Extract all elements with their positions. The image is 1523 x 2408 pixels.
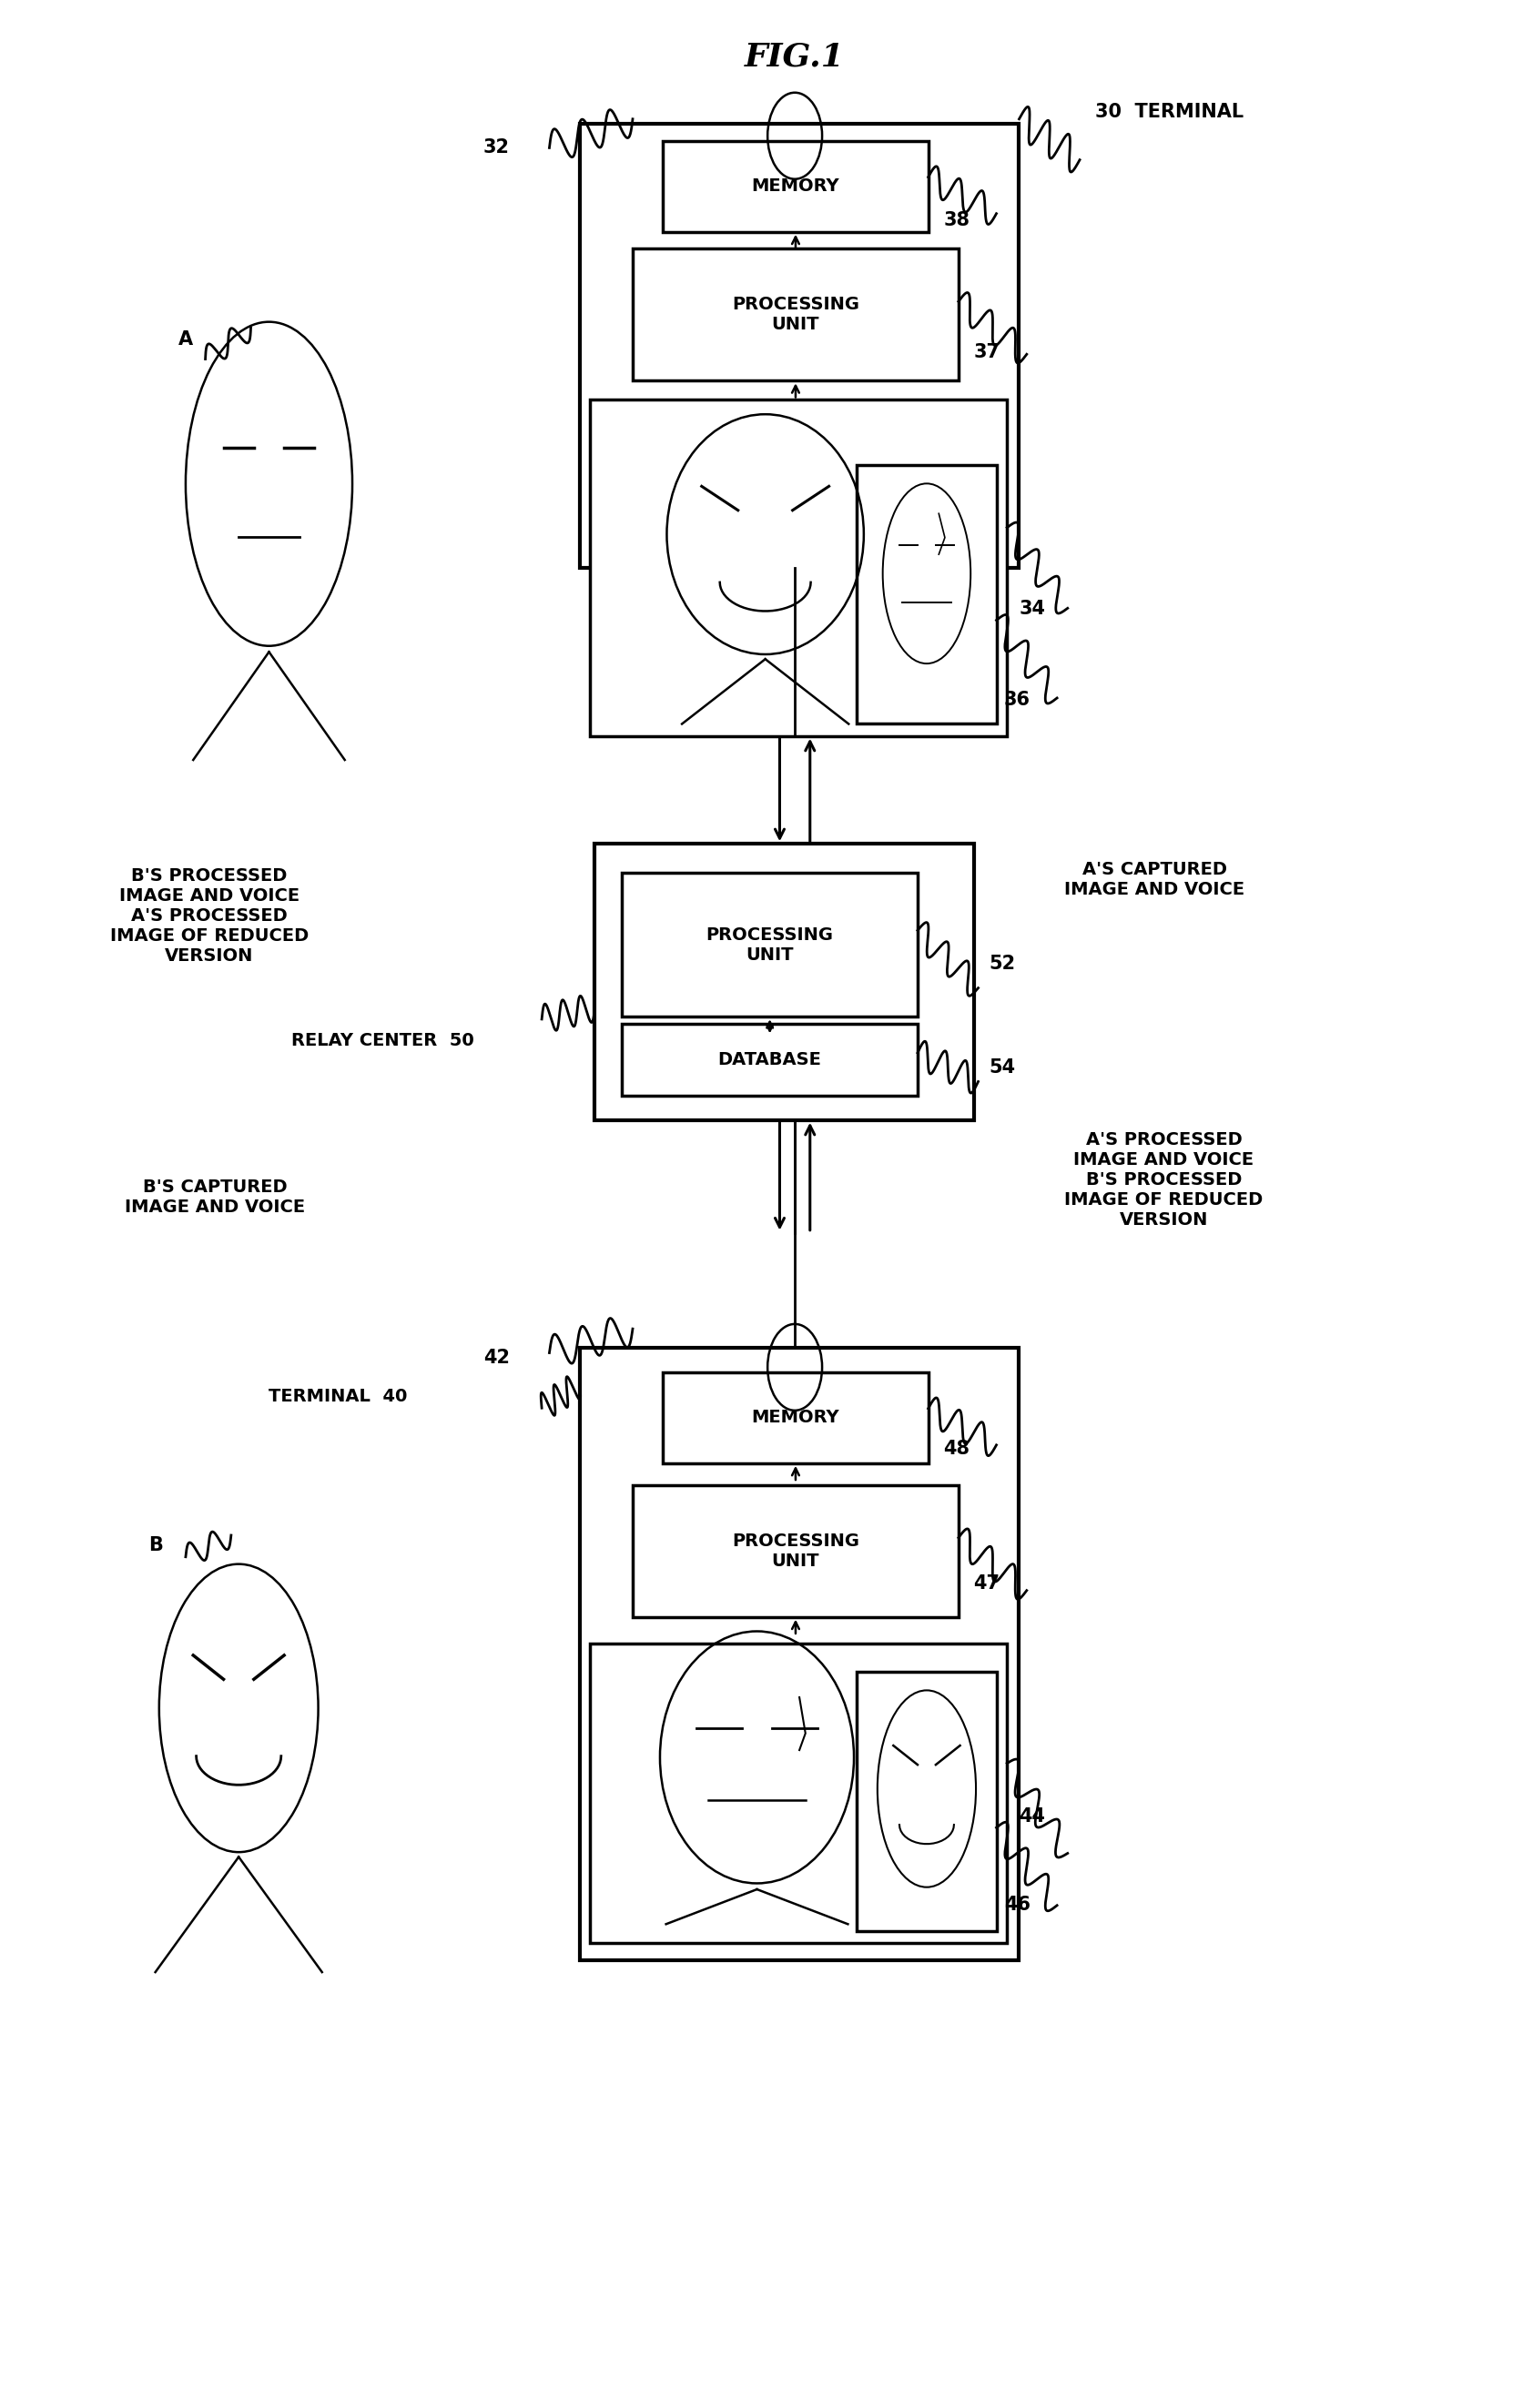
Text: TERMINAL  40: TERMINAL 40	[270, 1387, 408, 1404]
Text: 32: 32	[483, 140, 510, 157]
Bar	[595, 843, 973, 1120]
Text: 46: 46	[1004, 1895, 1031, 1914]
Bar	[591, 1642, 1007, 1943]
Bar	[580, 123, 1019, 568]
Text: B: B	[148, 1536, 163, 1553]
Text: MEMORY: MEMORY	[752, 1409, 839, 1426]
Text: B'S CAPTURED
IMAGE AND VOICE: B'S CAPTURED IMAGE AND VOICE	[125, 1178, 306, 1216]
Text: PROCESSING
UNIT: PROCESSING UNIT	[707, 927, 833, 963]
Text: 34: 34	[1019, 600, 1045, 619]
Bar	[580, 1348, 1019, 1960]
Text: 37: 37	[973, 342, 1001, 361]
Text: 47: 47	[973, 1575, 1001, 1592]
Bar	[663, 1373, 928, 1464]
Text: FIG.1: FIG.1	[745, 41, 845, 72]
Text: 30  TERMINAL: 30 TERMINAL	[1095, 104, 1243, 120]
Text: PROCESSING
UNIT: PROCESSING UNIT	[733, 296, 859, 332]
Bar	[663, 140, 928, 231]
Bar	[591, 400, 1007, 737]
Bar	[632, 1486, 958, 1616]
Text: 52: 52	[988, 956, 1016, 973]
Text: 36: 36	[1004, 691, 1031, 708]
Bar	[857, 465, 996, 725]
Bar	[857, 1671, 996, 1931]
Text: 54: 54	[988, 1057, 1016, 1076]
Text: 42: 42	[483, 1348, 510, 1368]
Text: RELAY CENTER  50: RELAY CENTER 50	[292, 1033, 475, 1050]
Text: MEMORY: MEMORY	[752, 178, 839, 195]
Text: A: A	[178, 330, 193, 349]
Text: B'S PROCESSED
IMAGE AND VOICE
A'S PROCESSED
IMAGE OF REDUCED
VERSION: B'S PROCESSED IMAGE AND VOICE A'S PROCES…	[110, 867, 309, 966]
Text: A'S PROCESSED
IMAGE AND VOICE
B'S PROCESSED
IMAGE OF REDUCED
VERSION: A'S PROCESSED IMAGE AND VOICE B'S PROCES…	[1065, 1132, 1263, 1228]
Text: 38: 38	[943, 212, 970, 229]
Bar	[621, 1023, 917, 1096]
Text: PROCESSING
UNIT: PROCESSING UNIT	[733, 1531, 859, 1570]
Text: 44: 44	[1019, 1806, 1045, 1825]
Text: DATABASE: DATABASE	[717, 1052, 822, 1069]
Text: A'S CAPTURED
IMAGE AND VOICE: A'S CAPTURED IMAGE AND VOICE	[1065, 862, 1244, 898]
Bar	[621, 872, 917, 1016]
Bar	[632, 248, 958, 380]
Text: 48: 48	[943, 1440, 970, 1457]
